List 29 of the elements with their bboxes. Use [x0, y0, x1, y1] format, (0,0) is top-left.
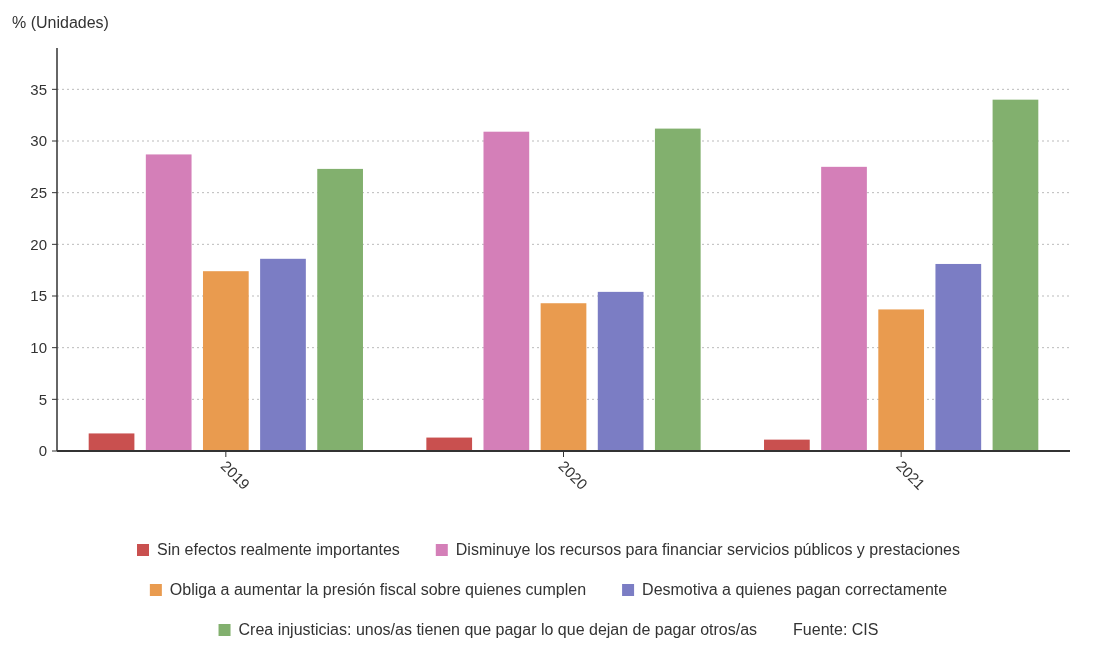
bar	[426, 437, 473, 451]
bar	[202, 271, 249, 451]
bar	[597, 291, 644, 451]
legend-label: Sin efectos realmente importantes	[157, 541, 400, 558]
y-tick-label: 10	[30, 338, 47, 356]
bar	[483, 131, 530, 451]
bar	[654, 128, 701, 451]
y-tick-label: 25	[30, 183, 47, 201]
bar	[540, 303, 587, 451]
bar	[878, 309, 925, 451]
bar	[821, 166, 867, 451]
y-tick-label: 30	[30, 132, 47, 150]
legend-label: Crea injusticias: unos/as tienen que pagar lo que dejan de pagar otros/as	[238, 621, 758, 638]
legend-label: Desmotiva a quienes pagan correctamente	[642, 581, 948, 598]
y-tick-label: 5	[38, 390, 47, 408]
bar	[88, 433, 135, 451]
bar	[992, 99, 1039, 451]
y-tick-label: 20	[30, 235, 47, 253]
y-axis-title: % (Unidades)	[12, 14, 109, 31]
bar	[935, 263, 982, 451]
y-tick-label: 0	[38, 442, 47, 460]
bar	[145, 154, 192, 451]
y-tick-label: 15	[30, 287, 47, 305]
legend-label: Obliga a aumentar la presión fiscal sobre quienes cumplen	[169, 581, 587, 598]
bar	[317, 168, 363, 451]
legend-label: Disminuye los recursos para financiar servicios públicos y prestaciones	[455, 541, 961, 558]
source-note: Fuente: CIS	[793, 621, 879, 638]
bar	[260, 258, 306, 451]
y-tick-label: 35	[30, 80, 47, 98]
